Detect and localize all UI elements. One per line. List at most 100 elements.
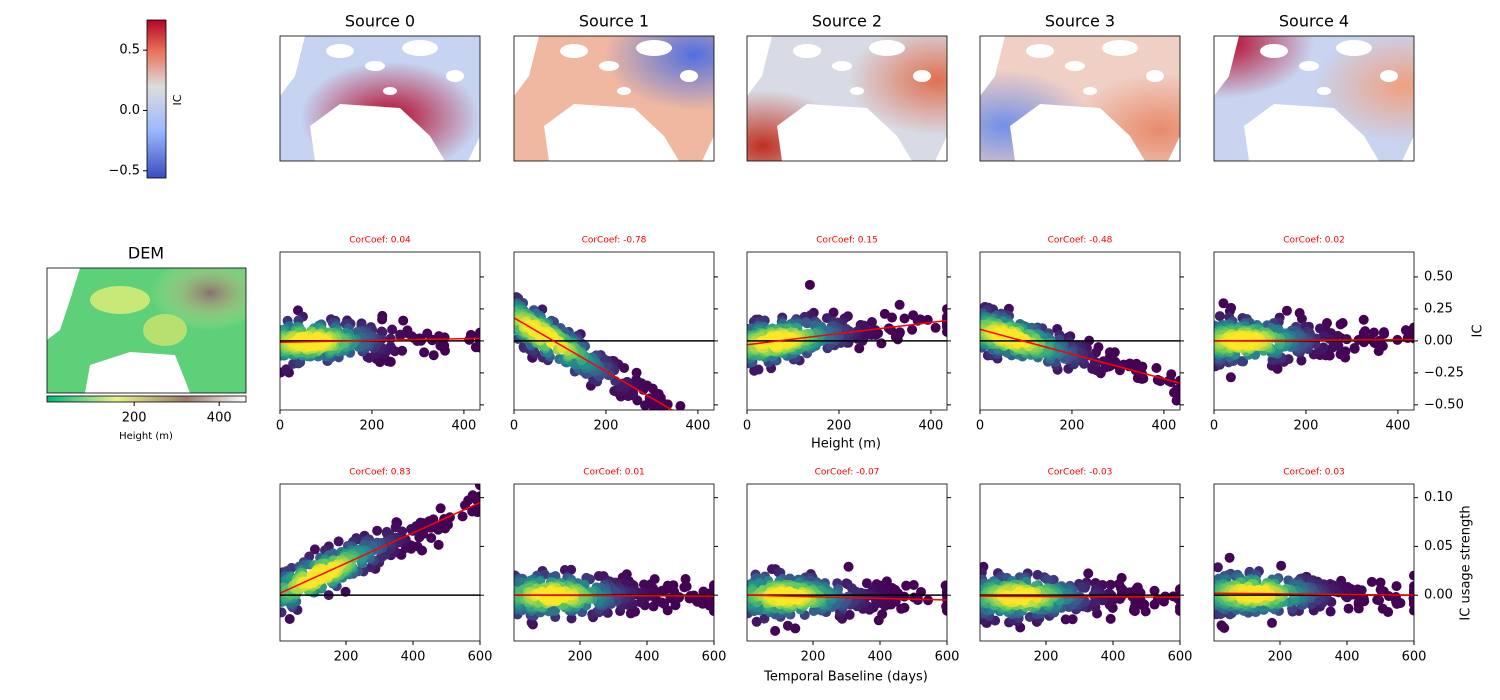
scatter-density-dot [387, 324, 398, 335]
scatter-density-dot [753, 364, 764, 375]
y-tick-label: −0.25 [1424, 365, 1464, 380]
scatter-density-dot [1409, 570, 1414, 581]
dem-tick-label: 400 [207, 411, 232, 426]
map-frame [279, 35, 481, 162]
x-tick-label: 200 [334, 650, 359, 665]
scatter-density-dot [1296, 313, 1307, 324]
x-tick-label: 0 [976, 419, 984, 434]
dem-colorbar [46, 395, 247, 403]
map-hole [1026, 44, 1054, 58]
map-title: Source 2 [812, 12, 882, 31]
scatter-density-dot [709, 429, 719, 439]
map-title: Source 0 [345, 12, 415, 31]
height-xlabel: Height (m) [811, 437, 881, 452]
scatter-density-dot [942, 304, 947, 315]
panel-title: CorCoef: 0.02 [1283, 236, 1345, 246]
scatter-panel [980, 301, 1180, 406]
map-hole [1317, 87, 1331, 95]
scatter-density-dot [395, 330, 406, 341]
fit-line [980, 595, 1180, 598]
scatter-density-dot [804, 279, 815, 290]
panel-frame [1213, 251, 1415, 411]
fit-line [514, 594, 714, 597]
scatter-density-dot [618, 378, 629, 389]
scatter-density-dot [1372, 594, 1383, 605]
scatter-density-dot [876, 338, 887, 349]
scatter-density-dot [1083, 568, 1094, 579]
panel-frame [513, 483, 715, 642]
x-tick-label: 200 [1268, 650, 1293, 665]
scatter-density-dot [1375, 577, 1386, 588]
scatter-density-dot [751, 616, 762, 627]
x-tick-label: 600 [702, 650, 727, 665]
scatter-density-dot [1318, 330, 1329, 341]
scatter-density-dot [930, 322, 941, 333]
map-hole [1260, 44, 1288, 58]
scatter-density-dot [1225, 372, 1236, 383]
fit-line [980, 328, 1180, 384]
height-ylabel: IC [1471, 325, 1486, 338]
scatter-panel [980, 561, 1180, 633]
scatter-density-dot [630, 380, 641, 391]
scatter-density-dot [397, 345, 408, 356]
map-frame [746, 35, 948, 162]
map-hole [1299, 61, 1319, 71]
scatter-panel [747, 561, 947, 636]
x-tick-label: 0 [1210, 419, 1218, 434]
scatter-density-dot [1236, 356, 1247, 367]
x-tick-label: 600 [1168, 650, 1193, 665]
scatter-density-dot [610, 586, 621, 597]
scatter-density-dot [1375, 584, 1386, 595]
map-hole [446, 70, 464, 82]
fit-line [280, 501, 480, 594]
source-map [513, 35, 715, 162]
fit-line [514, 317, 674, 410]
scatter-density-dot [400, 542, 411, 553]
scatter-density-dot [670, 600, 681, 611]
map-frame [1213, 35, 1415, 162]
dem-title: DEM [128, 244, 164, 263]
scatter-density-dot [679, 582, 690, 593]
scatter-density-dot [1340, 346, 1351, 357]
map-hole [1336, 40, 1372, 56]
x-tick-label: 400 [451, 419, 476, 434]
map-mask [280, 36, 480, 161]
scatter-density-dot [407, 525, 418, 536]
map-hole [383, 87, 397, 95]
x-tick-label: 200 [594, 419, 619, 434]
y-tick-label: 0.25 [1424, 301, 1453, 316]
scatter-panel [280, 484, 480, 624]
x-tick-label: 400 [1335, 650, 1360, 665]
dem-xlabel: Height (m) [119, 431, 173, 442]
fit-line [1214, 592, 1414, 596]
scatter-density-dot [877, 609, 888, 620]
panel-frame [746, 251, 948, 411]
source-map [979, 35, 1181, 162]
scatter-density-dot [1151, 363, 1162, 374]
x-tick-label: 400 [1151, 419, 1176, 434]
scatter-density-dot [426, 532, 437, 543]
scatter-density-dot [397, 526, 408, 537]
scatter-density-dot [675, 400, 686, 410]
x-tick-label: 200 [801, 650, 826, 665]
x-tick-label: 400 [1101, 650, 1126, 665]
scatter-density-dot [709, 420, 719, 430]
panel-title: CorCoef: -0.03 [1048, 468, 1113, 478]
scatter-density-dot [545, 605, 556, 616]
scatter-density-dot [894, 299, 905, 310]
scatter-density-dot [303, 337, 314, 348]
x-tick-label: 400 [918, 419, 943, 434]
scatter-density-dot [1400, 325, 1411, 336]
x-tick-label: 600 [935, 650, 960, 665]
scatter-density-dot [457, 511, 468, 522]
scatter-density-dot [901, 580, 912, 591]
scatter-panel [1214, 298, 1414, 383]
scatter-density-dot [709, 419, 719, 429]
scatter-density-dot [435, 340, 446, 351]
scatter-density-dot [467, 506, 478, 517]
map-frame [979, 35, 1181, 162]
y-tick-label: 0.00 [1424, 333, 1453, 348]
scatter-density-dot [1349, 343, 1360, 354]
scatter-density-dot [1076, 582, 1087, 593]
x-tick-label: 200 [1294, 419, 1319, 434]
